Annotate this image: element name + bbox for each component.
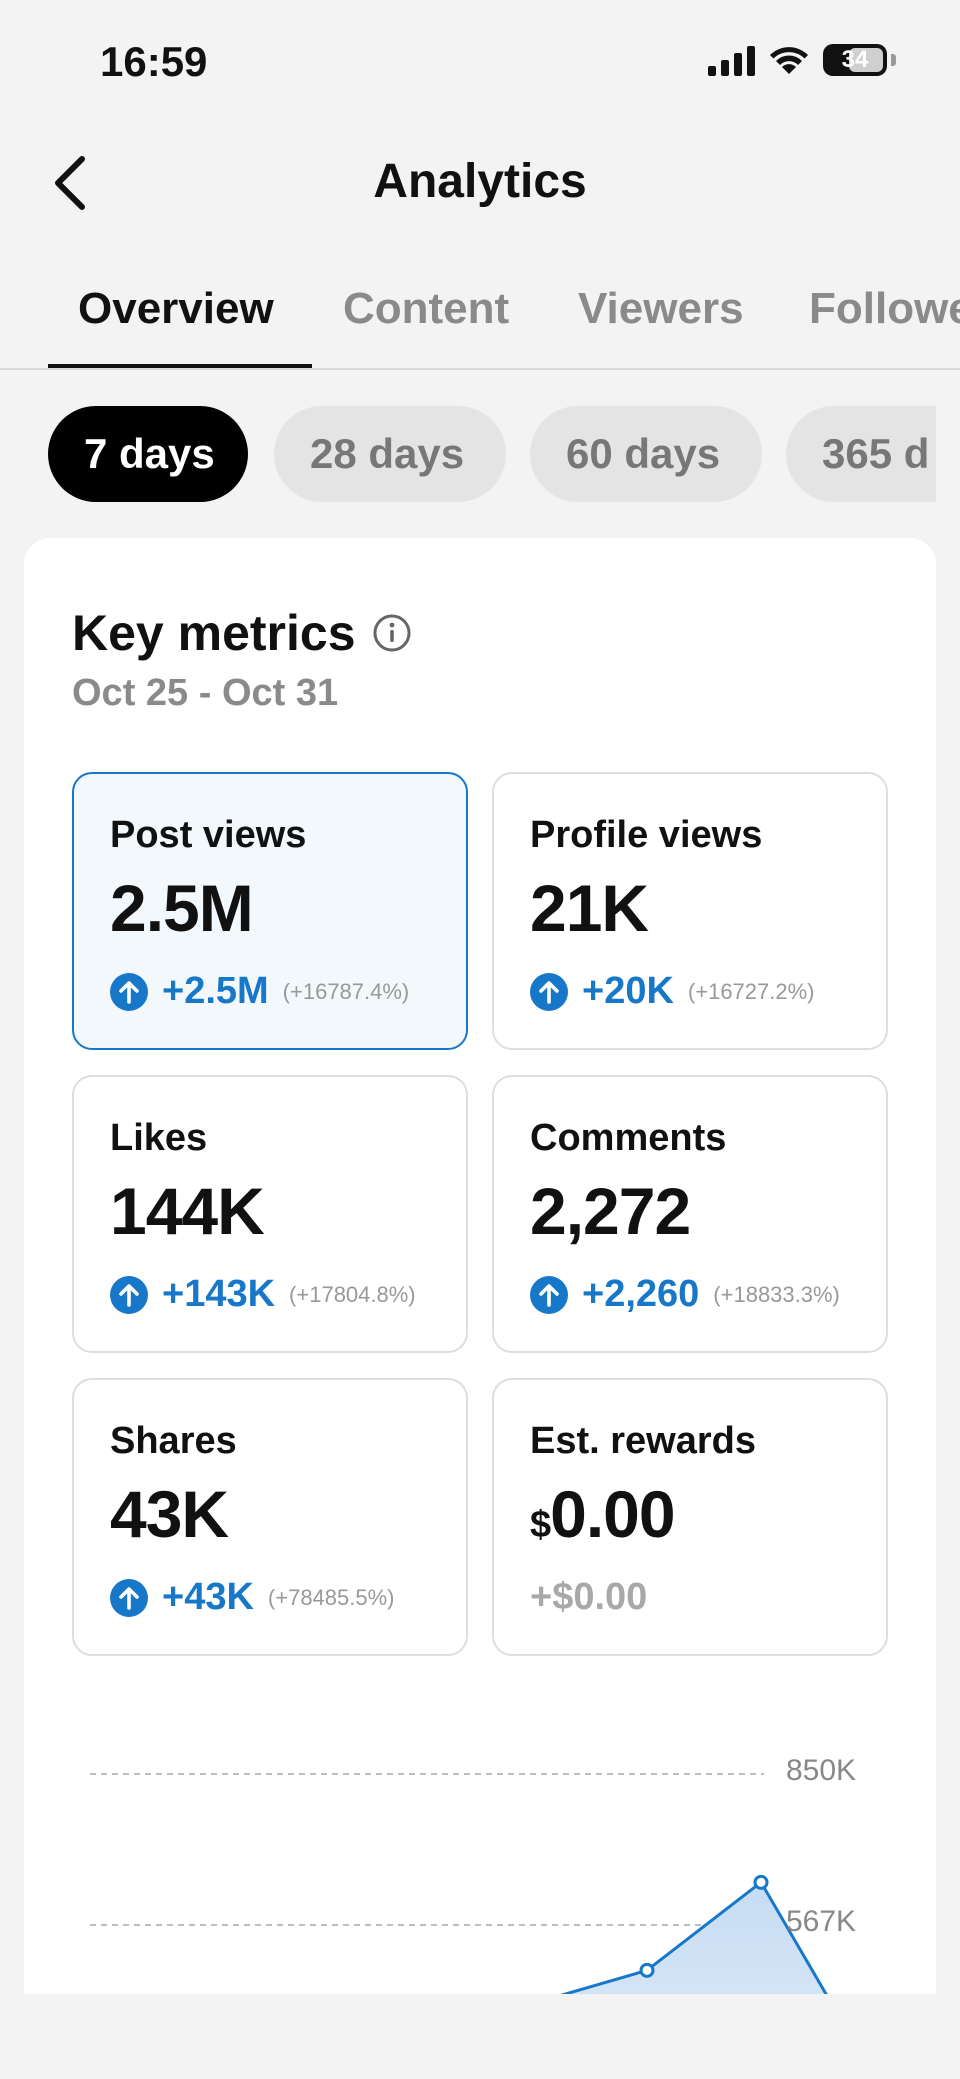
info-icon[interactable] (372, 613, 412, 653)
arrow-up-circle-icon (530, 1275, 568, 1314)
metric-value: 2.5M (110, 871, 254, 945)
metric-change: +2,260 (+18833.3%) (530, 1273, 840, 1316)
metric-value: 2,272 (530, 1174, 691, 1248)
tab-active-indicator (48, 364, 312, 368)
key-metrics-card: Key metrics Oct 25 - Oct 31 Post views 2… (24, 538, 936, 2038)
chart-line (409, 1880, 854, 2038)
page-title: Analytics (373, 155, 587, 208)
period-365-days[interactable]: 365 d (786, 406, 936, 502)
chart-point[interactable] (753, 1874, 769, 1890)
metric-post-views[interactable]: Post views 2.5M +2.5M (+16787.4%) (72, 772, 468, 1050)
metric-shares[interactable]: Shares 43K +43K (+78485.5%) (72, 1378, 468, 1656)
metric-value: 21K (530, 871, 649, 945)
key-metrics-title: Key metrics (72, 605, 356, 661)
tab-bar: Overview Content Viewers Followe (0, 270, 960, 370)
key-metrics-header: Key metrics (72, 604, 412, 662)
period-28-days[interactable]: 28 days (274, 406, 506, 502)
arrow-up-circle-icon (530, 972, 568, 1011)
tab-content[interactable]: Content (343, 284, 510, 333)
metric-percent: (+17804.8%) (289, 1281, 416, 1307)
currency-symbol: $ (530, 1504, 551, 1546)
period-60-days[interactable]: 60 days (530, 406, 762, 502)
battery-icon: 34 (823, 44, 887, 76)
status-bar: 16:59 34 (0, 0, 960, 120)
status-icons: 34 (708, 44, 896, 76)
metric-profile-views[interactable]: Profile views 21K +20K (+16727.2%) (492, 772, 888, 1050)
header: Analytics (0, 130, 960, 240)
metric-change: +143K (+17804.8%) (110, 1273, 416, 1316)
metric-percent: (+16727.2%) (687, 978, 815, 1004)
arrow-up-circle-icon (110, 1578, 148, 1617)
metric-delta: +2,260 (582, 1273, 700, 1315)
chart-point[interactable] (639, 1962, 655, 1978)
metric-label: Est. rewards (530, 1420, 756, 1462)
metric-change: +$0.00 (530, 1576, 647, 1619)
metric-label: Shares (110, 1420, 237, 1462)
battery-level: 34 (841, 46, 869, 73)
metric-label: Comments (530, 1117, 727, 1159)
metric-likes[interactable]: Likes 144K +143K (+17804.8%) (72, 1075, 468, 1353)
metric-amount: 0.00 (550, 1477, 675, 1551)
metric-label: Profile views (530, 814, 763, 856)
metric-label: Likes (110, 1117, 208, 1159)
metric-value: 144K (110, 1174, 265, 1248)
cellular-signal-icon (708, 44, 755, 76)
date-range: Oct 25 - Oct 31 (72, 672, 339, 714)
metric-change: +43K (+78485.5%) (110, 1576, 395, 1619)
metric-delta: +$0.00 (530, 1576, 648, 1618)
metric-percent: (+78485.5%) (267, 1584, 395, 1610)
metric-value: 43K (110, 1477, 229, 1551)
post-views-chart: 850K 567K (24, 1708, 936, 2038)
period-7-days[interactable]: 7 days (48, 406, 248, 502)
tab-viewers[interactable]: Viewers (578, 284, 744, 333)
metric-est-rewards[interactable]: Est. rewards $0.00 +$0.00 (492, 1378, 888, 1656)
status-time: 16:59 (100, 38, 208, 85)
metric-delta: +20K (582, 970, 674, 1012)
arrow-up-circle-icon (110, 972, 148, 1011)
y-tick-label-567k: 567K (786, 1905, 857, 1938)
chevron-left-icon (55, 156, 85, 210)
metric-percent: (+16787.4%) (282, 978, 410, 1004)
metric-percent: (+18833.3%) (713, 1281, 840, 1307)
metric-delta: +43K (162, 1576, 254, 1618)
y-tick-label-850k: 850K (786, 1754, 857, 1787)
bottom-area (0, 1994, 960, 2079)
metric-delta: +2.5M (162, 970, 269, 1012)
metric-comments[interactable]: Comments 2,272 +2,260 (+18833.3%) (492, 1075, 888, 1353)
period-selector: 7 days 28 days 60 days 365 d (48, 406, 936, 502)
wifi-icon (770, 47, 808, 74)
arrow-up-circle-icon (110, 1275, 148, 1314)
metric-change: +20K (+16727.2%) (530, 970, 815, 1013)
tab-overview[interactable]: Overview (78, 284, 274, 333)
metric-value: $0.00 (530, 1476, 676, 1552)
tab-followers[interactable]: Followe (809, 284, 960, 333)
metric-label: Post views (110, 814, 307, 856)
metric-change: +2.5M (+16787.4%) (110, 970, 409, 1013)
metric-delta: +143K (162, 1273, 276, 1315)
back-button[interactable] (40, 148, 100, 218)
